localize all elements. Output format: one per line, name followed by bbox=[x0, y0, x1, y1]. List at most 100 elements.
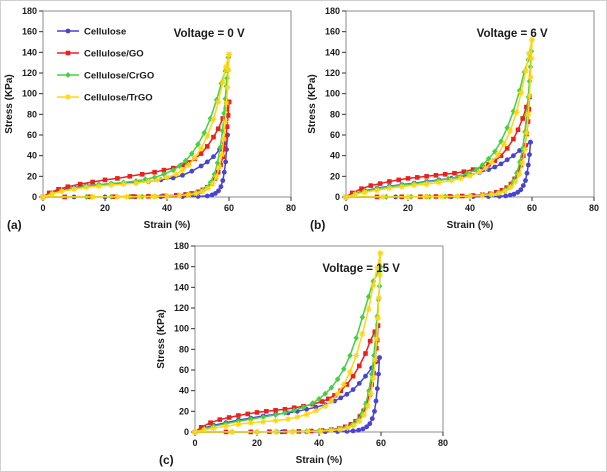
x-axis-label: Strain (%) bbox=[447, 220, 494, 231]
diamond-marker bbox=[479, 162, 486, 168]
star-marker bbox=[210, 116, 217, 123]
panel-label: (a) bbox=[7, 218, 22, 232]
square-marker bbox=[350, 373, 355, 379]
y-tick-label: 40 bbox=[27, 151, 37, 161]
diamond-marker bbox=[370, 352, 377, 359]
circle-marker bbox=[503, 193, 509, 199]
circle-marker bbox=[337, 395, 343, 401]
diamond-marker bbox=[222, 95, 229, 102]
circle-marker bbox=[221, 169, 227, 175]
star-marker bbox=[114, 193, 121, 200]
star-marker bbox=[344, 424, 350, 431]
star-marker bbox=[482, 165, 489, 172]
star-marker bbox=[518, 89, 525, 96]
diamond-marker bbox=[354, 417, 360, 424]
square-marker bbox=[198, 425, 203, 430]
square-marker bbox=[524, 104, 529, 110]
axes: 0 20 40 60 80 0 20 40 60 80 100 120 140 160 180 Strain … bbox=[307, 6, 599, 231]
diamond-marker bbox=[189, 150, 195, 157]
diamond-marker bbox=[346, 352, 353, 359]
y-tick-label: 140 bbox=[22, 47, 37, 57]
circle-marker bbox=[170, 175, 176, 181]
legend-label: Cellulose/GO bbox=[84, 49, 144, 60]
star-marker bbox=[411, 182, 418, 189]
x-tick-label: 40 bbox=[162, 203, 172, 213]
star-marker bbox=[457, 175, 464, 182]
y-tick-label: 160 bbox=[325, 27, 340, 37]
diamond-marker bbox=[300, 404, 306, 411]
diamond-marker bbox=[445, 175, 452, 182]
star-marker bbox=[501, 141, 508, 148]
series-cellulose-trgo bbox=[191, 250, 383, 435]
star-marker bbox=[525, 50, 532, 57]
loading-curve bbox=[193, 356, 380, 433]
x-tick-label: 80 bbox=[437, 438, 447, 448]
circle-marker bbox=[204, 193, 210, 199]
star-marker bbox=[253, 428, 260, 435]
y-tick-label: 120 bbox=[22, 68, 37, 78]
y-tick-label: 80 bbox=[330, 109, 340, 119]
square-marker bbox=[282, 407, 287, 412]
star-marker bbox=[502, 187, 509, 194]
circle-marker bbox=[223, 159, 229, 165]
plot-border bbox=[194, 245, 443, 433]
square-marker bbox=[377, 181, 383, 186]
y-tick-label: 100 bbox=[325, 89, 340, 99]
star-marker bbox=[133, 180, 139, 187]
square-marker bbox=[139, 172, 145, 177]
diamond-marker bbox=[464, 170, 470, 177]
y-tick-label: 120 bbox=[325, 68, 340, 78]
star-marker bbox=[340, 381, 347, 388]
star-marker bbox=[386, 185, 393, 192]
star-marker bbox=[151, 193, 158, 200]
x-tick-label: 20 bbox=[100, 203, 110, 213]
star-marker bbox=[373, 264, 380, 271]
diamond-marker bbox=[328, 384, 334, 391]
x-tick-label: 60 bbox=[224, 203, 234, 213]
star-marker bbox=[352, 191, 359, 198]
y-tick-label: 60 bbox=[27, 130, 37, 140]
square-marker bbox=[415, 175, 420, 180]
diamond-marker bbox=[235, 418, 241, 425]
circle-marker bbox=[209, 192, 215, 198]
star-marker bbox=[193, 190, 200, 197]
square-marker bbox=[272, 408, 278, 413]
square-marker bbox=[215, 126, 221, 132]
diamond-marker bbox=[517, 158, 523, 165]
star-marker bbox=[479, 192, 486, 199]
square-marker bbox=[46, 190, 52, 196]
diamond-marker bbox=[207, 179, 214, 186]
star-marker bbox=[496, 190, 503, 197]
series-cellulose-trgo bbox=[343, 36, 535, 200]
star-marker bbox=[312, 407, 319, 414]
circle-marker bbox=[189, 168, 195, 174]
circle-marker bbox=[507, 192, 513, 198]
circle-marker bbox=[355, 427, 361, 433]
star-marker bbox=[522, 67, 529, 74]
square-marker bbox=[515, 127, 521, 133]
star-marker bbox=[423, 193, 430, 200]
star-marker bbox=[247, 419, 254, 426]
diamond-marker bbox=[504, 124, 510, 131]
circle-marker bbox=[211, 154, 216, 160]
star-marker bbox=[49, 190, 56, 197]
star-marker bbox=[494, 151, 501, 158]
star-marker bbox=[361, 189, 368, 196]
star-marker bbox=[289, 428, 296, 435]
square-marker bbox=[180, 162, 185, 168]
square-marker bbox=[226, 99, 232, 105]
circle-marker bbox=[360, 426, 365, 432]
star-marker bbox=[527, 74, 534, 81]
star-marker bbox=[360, 411, 367, 418]
star-marker bbox=[228, 428, 235, 435]
diamond-marker bbox=[170, 167, 176, 174]
star-marker bbox=[223, 100, 230, 106]
circle-marker bbox=[356, 381, 362, 386]
star-marker bbox=[513, 109, 520, 116]
square-marker bbox=[504, 146, 510, 151]
star-marker bbox=[521, 146, 528, 153]
chart-panel-a: 0 20 40 60 80 0 20 40 60 80 100 120 140 160 180 Strain … bbox=[1, 1, 303, 236]
star-marker bbox=[376, 271, 383, 278]
square-marker bbox=[198, 151, 204, 156]
square-marker bbox=[359, 186, 364, 191]
